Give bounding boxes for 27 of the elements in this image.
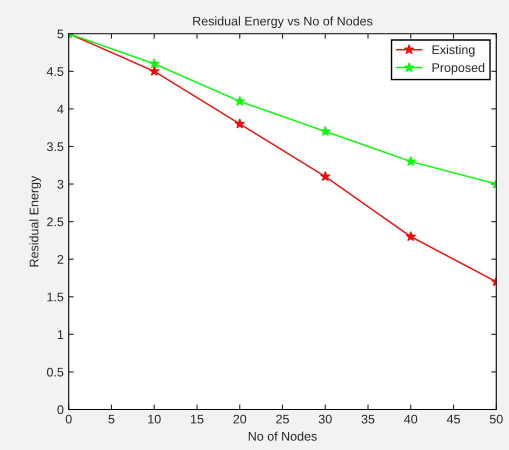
x-tick-label: 0 — [66, 414, 72, 424]
x-tick-label: 40 — [404, 414, 418, 424]
x-tick-label: 10 — [148, 414, 161, 424]
y-tick-label: 4 — [57, 104, 64, 114]
y-tick-label: 5 — [57, 30, 64, 38]
y-tick-label: 3 — [57, 180, 64, 189]
x-tick-label: 45 — [446, 414, 460, 424]
chart-title: Residual Energy vs No of Nodes — [193, 16, 372, 28]
x-tick-label: 25 — [276, 414, 289, 424]
y-tick-label: 1.5 — [47, 292, 64, 302]
legend-label: Proposed — [432, 62, 484, 75]
y-tick-label: 4.5 — [46, 67, 64, 76]
x-tick-label: 15 — [190, 414, 204, 424]
x-tick-label: 20 — [233, 414, 246, 424]
y-tick-label: 0.5 — [46, 368, 64, 377]
x-tick-label: 50 — [490, 414, 503, 424]
legend-label: Existing — [432, 45, 474, 57]
y-tick-label: 3.5 — [46, 142, 64, 152]
x-tick-label: 35 — [362, 414, 374, 424]
y-tick-label: 1 — [58, 330, 64, 339]
y-axis-title: Residual Energy — [29, 176, 41, 266]
x-tick-label: 5 — [108, 414, 114, 424]
x-axis-title: No of Nodes — [248, 432, 317, 441]
x-tick-label: 30 — [318, 414, 332, 424]
y-tick-label: 2 — [58, 255, 64, 264]
y-tick-label: 2.5 — [47, 217, 64, 226]
y-tick-label: 0 — [57, 405, 64, 414]
